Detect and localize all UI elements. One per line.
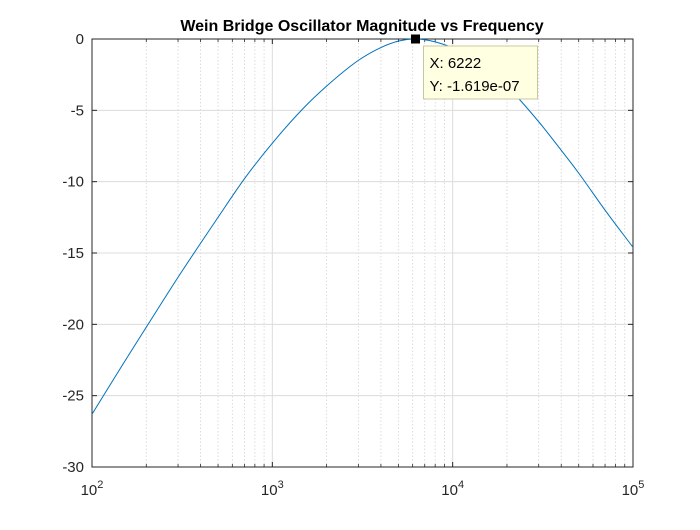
y-tick-label: -25 [62,388,84,405]
y-tick-labels: 0 -5 -10 -15 -20 -25 -30 [62,31,84,476]
y-tick-label: -10 [62,174,84,191]
x-tick-label: 105 [622,479,645,499]
y-tick-label: -30 [62,459,84,476]
datatip[interactable]: X: 6222 Y: -1.619e-07 [411,34,538,100]
datatip-box[interactable] [423,45,538,100]
x-tick-label: 102 [81,479,104,499]
series-line [91,38,634,415]
major-grid [92,39,633,467]
chart-title: Wein Bridge Oscillator Magnitude vs Freq… [180,18,543,35]
datatip-x-text: X: 6222 [430,55,482,72]
y-tick-label: -15 [62,245,84,262]
x-tick-labels: 102 103 104 105 [81,479,645,499]
datatip-marker[interactable] [411,34,420,44]
x-tick-label: 103 [261,479,284,499]
y-tick-label: 0 [76,31,84,48]
y-tick-label: -20 [62,316,84,333]
y-tick-label: -5 [71,102,84,119]
datatip-y-text: Y: -1.619e-07 [430,78,520,95]
tick-marks [91,38,634,468]
x-tick-label: 104 [441,479,464,499]
